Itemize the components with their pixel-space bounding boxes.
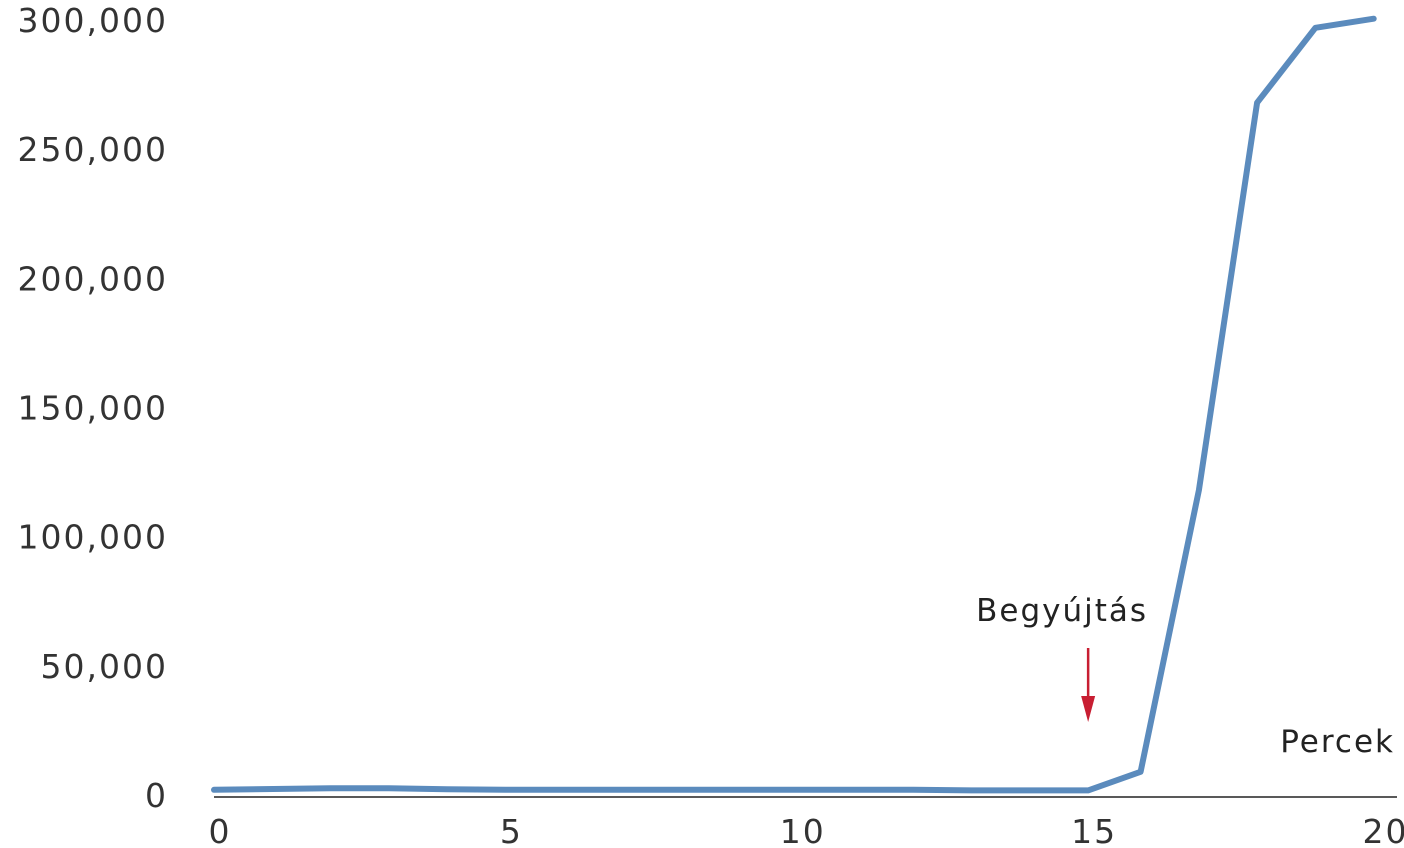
x-axis-ticks: 0 5 10 15 20 [209,812,1404,848]
x-axis-title: Percek [1280,724,1395,760]
y-tick-label: 150,000 [18,389,168,428]
x-tick-label: 0 [209,812,232,848]
y-tick-label: 250,000 [18,130,168,169]
x-tick-label: 20 [1363,812,1404,848]
annotation-label: Begyújtás [976,593,1148,629]
annotation-arrow-head [1081,696,1096,722]
y-tick-label: 0 [145,776,168,815]
x-tick-label: 10 [780,812,826,848]
y-tick-label: 200,000 [18,259,168,298]
y-axis-ticks: 0 50,000 100,000 150,000 200,000 250,000 300,0… [18,1,168,815]
series-line [211,15,1377,794]
y-tick-label: 300,000 [18,1,168,40]
x-tick-label: 5 [500,812,523,848]
series-layer [211,15,1377,794]
y-tick-label: 50,000 [41,647,168,686]
x-tick-label: 15 [1071,812,1117,848]
y-tick-label: 100,000 [18,518,168,557]
annotation-layer: Begyújtás [976,593,1148,722]
